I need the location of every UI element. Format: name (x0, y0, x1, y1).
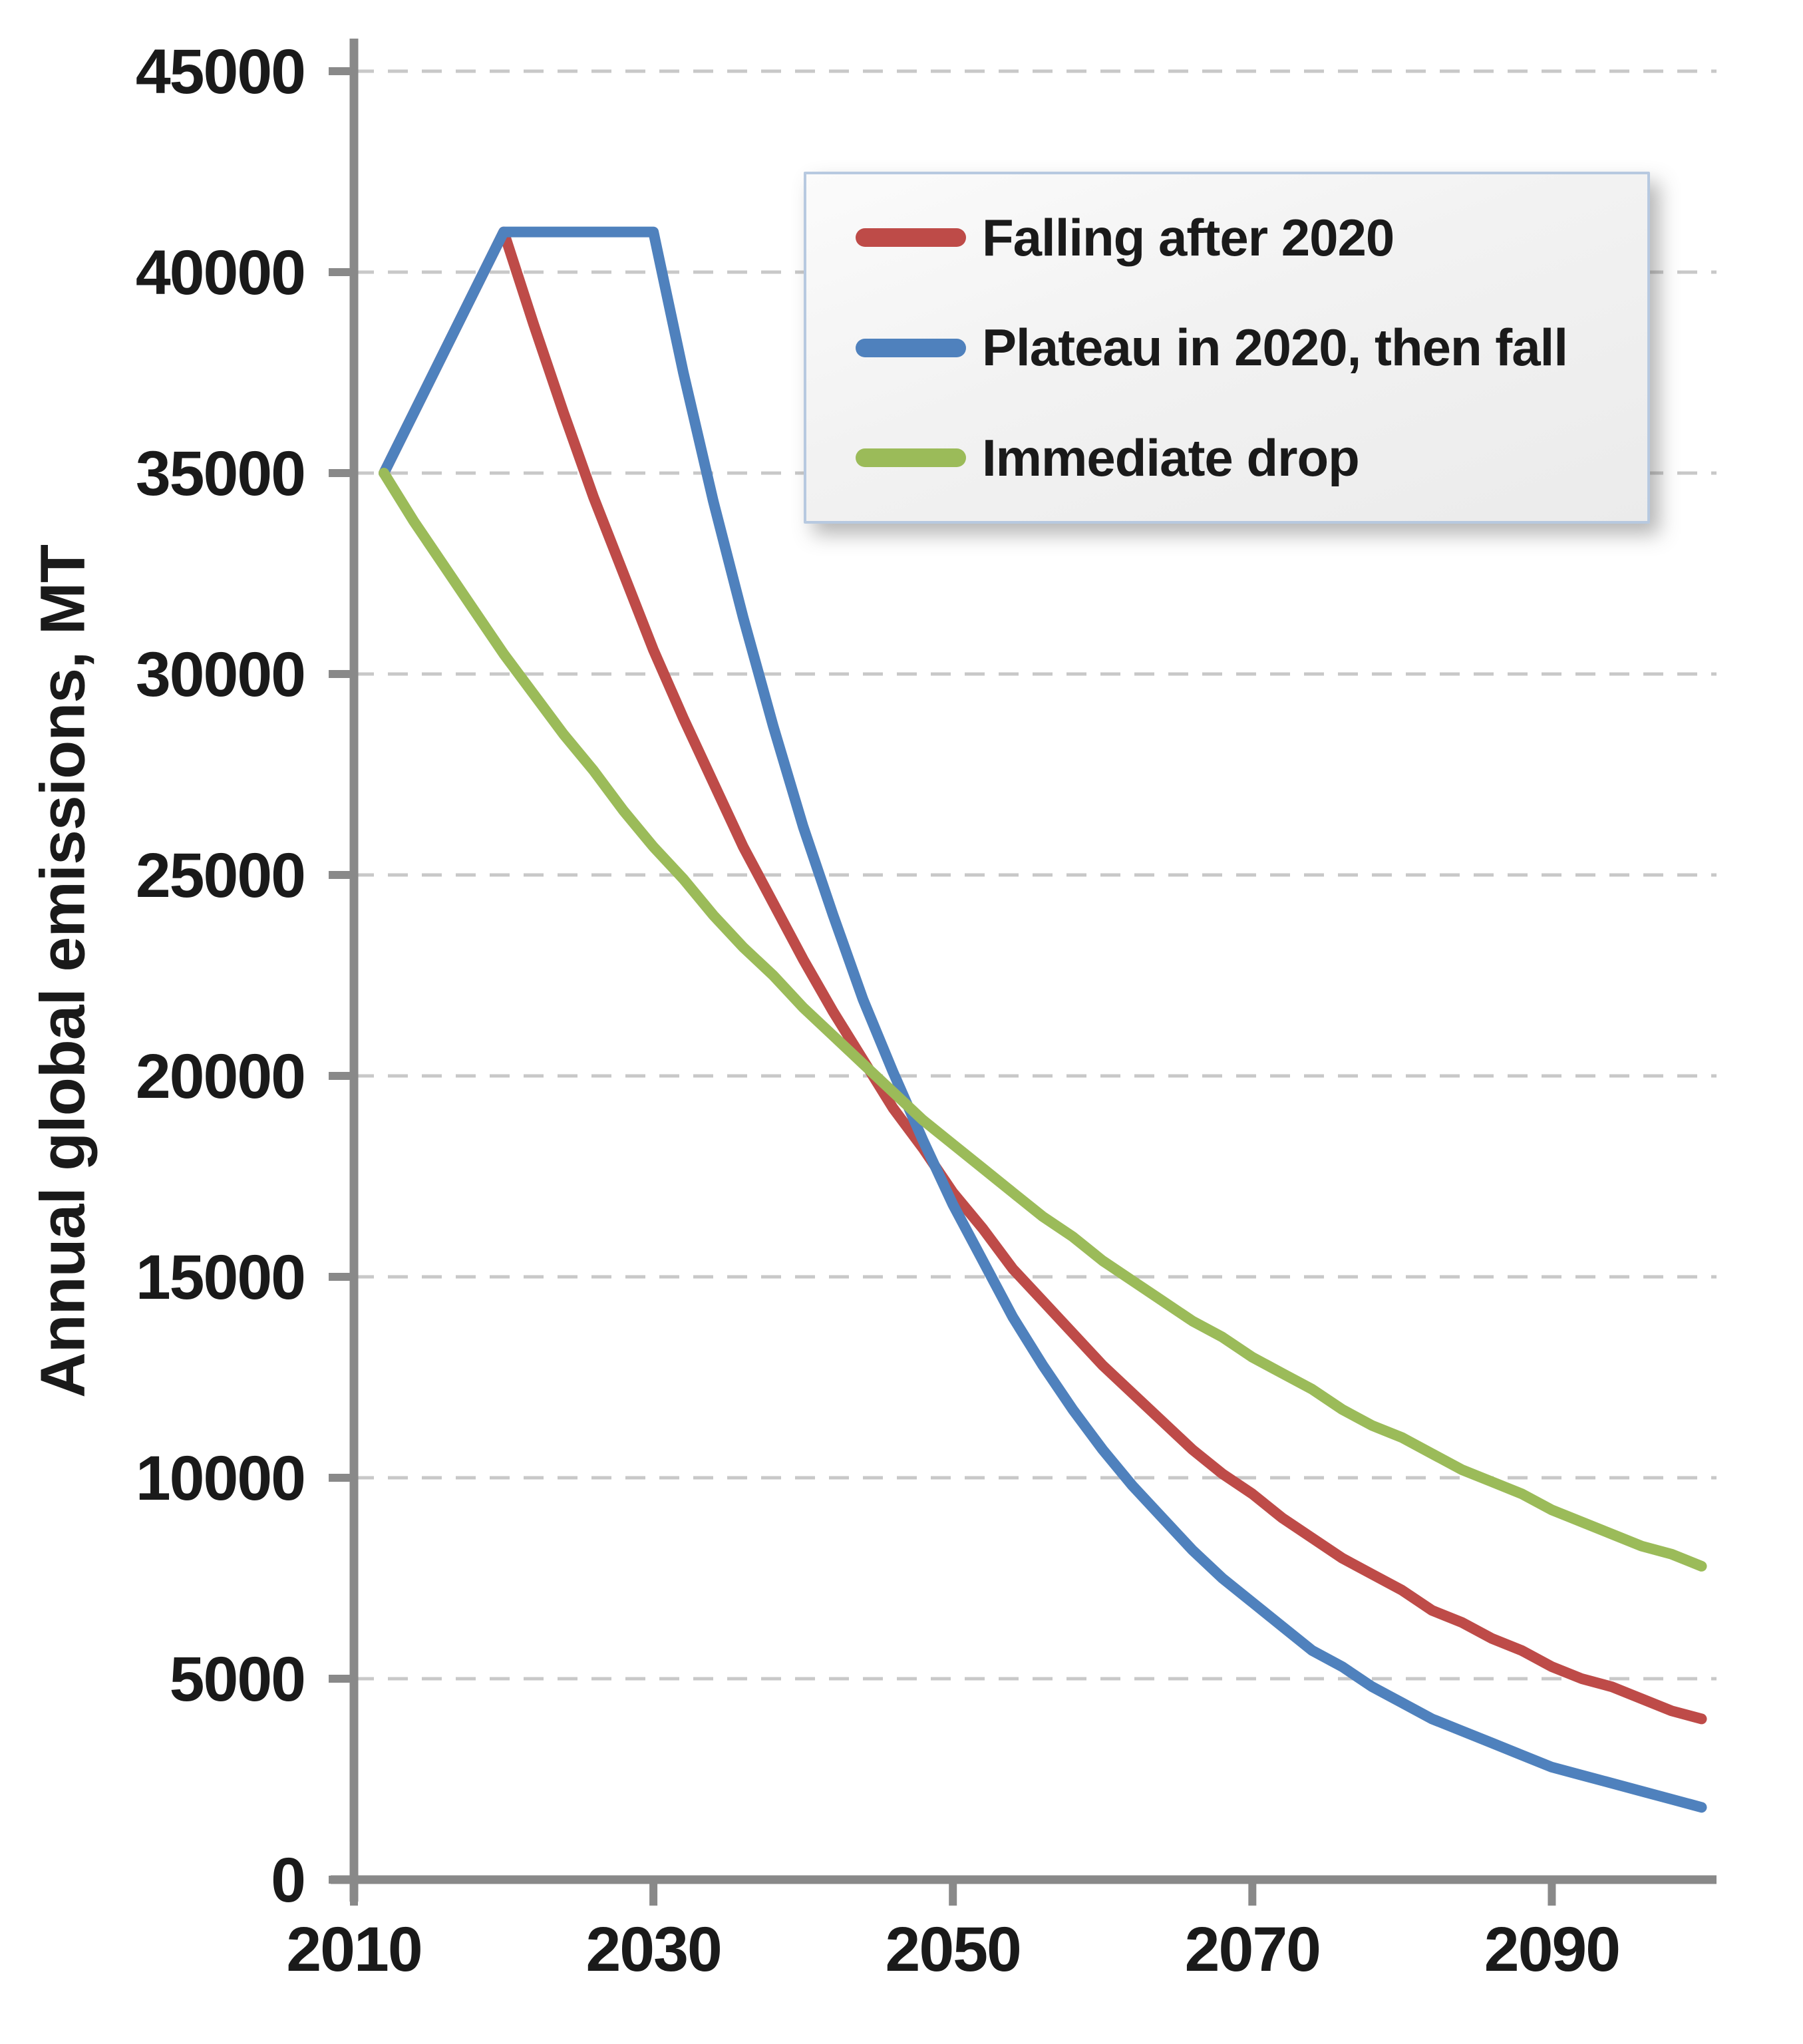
x-tick-label: 2030 (585, 1914, 721, 1985)
x-tick-label: 2090 (1484, 1914, 1619, 1985)
legend-item-plateau-in-2020: Plateau in 2020, then fall (856, 313, 1634, 383)
series-line-immediate-drop (379, 468, 1707, 1572)
y-tick-label: 30000 (136, 639, 305, 710)
series-line-plateau-in-2020-then-fall (379, 226, 1707, 1813)
legend-marker-red-line (856, 228, 966, 247)
legend-marker-blue-line (856, 338, 966, 357)
legend-label: Immediate drop (982, 428, 1360, 487)
legend-item-falling-after-2020: Falling after 2020 (856, 202, 1634, 273)
legend-item-immediate-drop: Immediate drop (856, 423, 1634, 493)
legend-marker-green-line (856, 448, 966, 467)
y-tick-label: 5000 (170, 1644, 305, 1715)
y-tick-label: 40000 (136, 238, 305, 308)
legend: Falling after 2020 Plateau in 2020, then… (804, 172, 1650, 524)
y-tick-label: 25000 (136, 840, 305, 911)
y-tick-label: 45000 (136, 37, 305, 107)
legend-label: Falling after 2020 (982, 208, 1394, 267)
x-tick-label: 2070 (1185, 1914, 1320, 1985)
y-axis-title: Annual global emissions, MT (27, 544, 98, 1399)
x-tick-label: 2050 (886, 1914, 1021, 1985)
x-tick-label: 2010 (286, 1914, 421, 1985)
y-tick-label: 10000 (136, 1443, 305, 1514)
legend-label: Plateau in 2020, then fall (982, 318, 1568, 377)
y-tick-label: 0 (271, 1845, 305, 1916)
series-line-falling-after-2020 (379, 226, 1707, 1725)
y-tick-label: 15000 (136, 1242, 305, 1313)
y-tick-label: 35000 (136, 438, 305, 509)
y-tick-label: 20000 (136, 1041, 305, 1112)
